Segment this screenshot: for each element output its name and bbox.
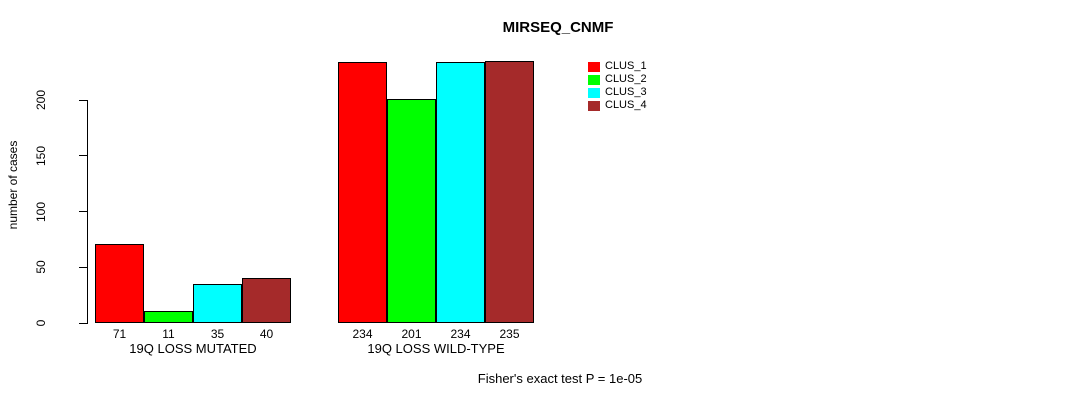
y-tick-mark <box>79 155 87 157</box>
legend-swatch-clus_3 <box>588 87 600 98</box>
y-tick-label: 0 <box>34 319 48 327</box>
chart-title: MIRSEQ_CNMF <box>502 19 614 36</box>
y-axis-title: number of cases <box>6 140 20 230</box>
y-tick-mark <box>79 211 87 212</box>
bar-value-label: 201 <box>401 327 422 341</box>
y-tick-mark <box>79 99 87 101</box>
bar-clus_3 <box>436 62 485 323</box>
legend-label: CLUS_4 <box>605 99 647 111</box>
y-axis-line <box>87 100 88 324</box>
y-tick-label: 50 <box>34 260 48 274</box>
bar-value-label: 234 <box>352 327 373 341</box>
group-label: 19Q LOSS WILD-TYPE <box>367 341 505 356</box>
legend-item: CLUS_2 <box>588 73 647 86</box>
legend-swatch-clus_1 <box>588 61 600 72</box>
legend-swatch-clus_2 <box>588 74 600 85</box>
bar-value-label: 40 <box>259 327 274 341</box>
y-tick-label: 200 <box>34 89 48 111</box>
bar-value-label: 71 <box>112 327 127 341</box>
bar-clus_3 <box>193 284 242 323</box>
legend: CLUS_1 CLUS_2 CLUS_3 CLUS_4 <box>588 60 647 112</box>
bar-clus_4 <box>242 278 291 323</box>
bar-value-label: 35 <box>210 327 225 341</box>
bar-value-label: 235 <box>499 327 520 341</box>
bar-value-label: 11 <box>162 327 175 341</box>
legend-item: CLUS_3 <box>588 86 647 99</box>
bar-clus_2 <box>144 311 193 323</box>
bar-value-label: 234 <box>450 327 471 341</box>
bar-clus_1 <box>338 62 387 323</box>
legend-label: CLUS_2 <box>605 73 647 85</box>
group-label: 19Q LOSS MUTATED <box>129 341 257 356</box>
legend-item: CLUS_4 <box>588 99 647 112</box>
fisher-test-annotation: Fisher's exact test P = 1e-05 <box>477 371 643 386</box>
legend-swatch-clus_4 <box>588 100 600 111</box>
bar-clus_1 <box>95 244 144 323</box>
legend-label: CLUS_1 <box>605 60 647 72</box>
y-tick-mark <box>79 322 87 324</box>
legend-label: CLUS_3 <box>605 86 647 98</box>
legend-item: CLUS_1 <box>588 60 647 73</box>
y-tick-label: 100 <box>34 201 48 222</box>
bar-clus_2 <box>387 99 436 323</box>
y-tick-mark <box>79 266 87 268</box>
y-tick-label: 150 <box>34 145 48 166</box>
bar-clus_4 <box>485 61 534 323</box>
